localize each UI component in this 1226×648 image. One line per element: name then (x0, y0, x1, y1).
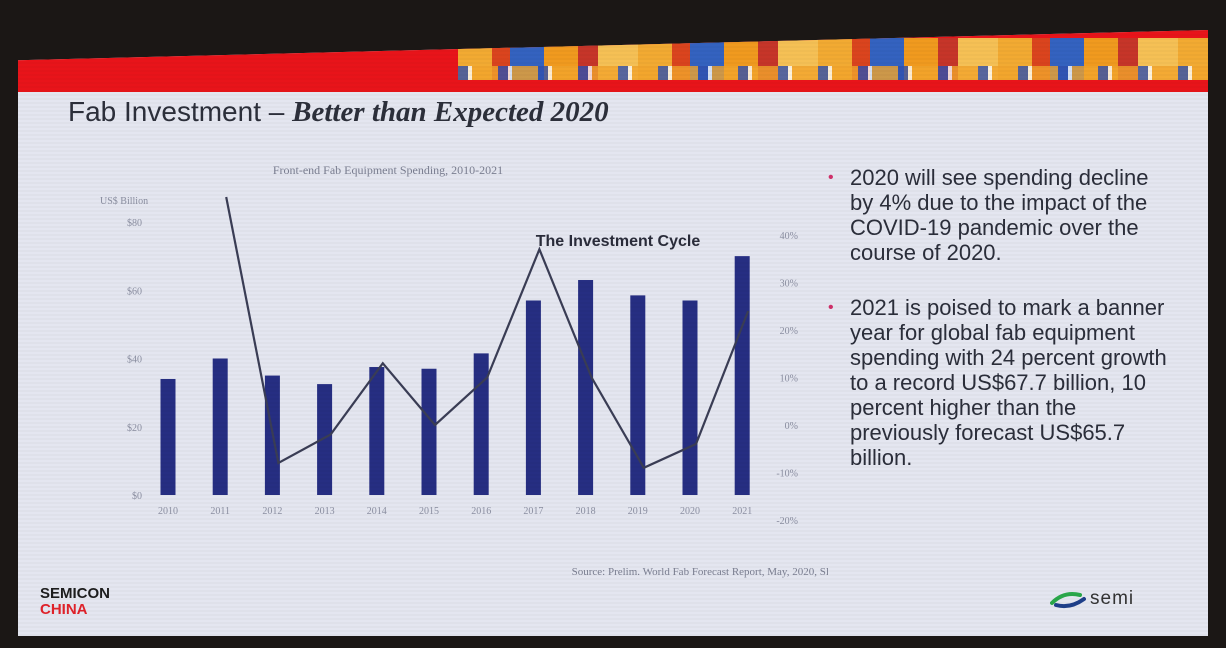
x-tick-label: 2018 (576, 506, 596, 517)
bar (421, 368, 437, 495)
x-tick-label: 2015 (419, 506, 439, 517)
semi-swoosh-icon (1050, 592, 1086, 609)
slide-title-main: Fab Investment – (68, 96, 293, 127)
bar (317, 384, 333, 495)
chart-annotation: The Investment Cycle (536, 233, 701, 250)
x-axis-ticks: 2010 2011 2012 2013 2014 2015 2016 2017 2018 2019… (158, 506, 752, 517)
bar-series (160, 256, 750, 495)
chip-banner-detail (458, 66, 1208, 80)
bar (578, 280, 594, 495)
bar (682, 300, 698, 495)
bullet-text: 2020 will see spending decline by 4% due… (850, 165, 1149, 265)
bar (630, 295, 646, 495)
bar (525, 300, 541, 495)
y2-tick-label: 0% (785, 421, 798, 432)
y-tick-label: $60 (127, 286, 142, 297)
header-bar (18, 30, 1208, 92)
x-tick-label: 2017 (523, 506, 543, 517)
x-tick-label: 2016 (471, 506, 491, 517)
bullet-item: • 2020 will see spending decline by 4% d… (824, 165, 1169, 265)
bar (473, 353, 489, 495)
bar (369, 367, 385, 495)
growth-line-series (225, 196, 750, 470)
semicon-china-logo: SEMICON CHINA (40, 586, 110, 618)
y2-tick-label: 30% (780, 279, 798, 290)
bullet-dot-icon: • (828, 299, 834, 316)
growth-line (225, 196, 750, 470)
chart-source: Source: Prelim. World Fab Forecast Repor… (572, 566, 828, 578)
fab-spending-chart: Front-end Fab Equipment Spending, 2010-2… (100, 163, 828, 578)
bar (734, 256, 750, 495)
slide-title: Fab Investment – Better than Expected 20… (68, 96, 609, 129)
y-axis-label: US$ Billion (100, 196, 148, 207)
semi-logo: semi (1050, 588, 1134, 610)
bullet-dot-icon: • (828, 169, 834, 186)
x-tick-label: 2021 (732, 506, 752, 517)
y2-axis-ticks: -20% -10% 0% 10% 20% 30% 40% (776, 231, 798, 527)
bullet-text: 2021 is poised to mark a banner year for… (850, 295, 1167, 470)
bar (212, 358, 228, 495)
y-tick-label: $40 (127, 355, 142, 366)
y-tick-label: $0 (132, 491, 142, 502)
bullet-item: • 2021 is poised to mark a banner year f… (824, 295, 1169, 470)
slide-title-emphasis: Better than Expected 2020 (292, 96, 609, 128)
x-tick-label: 2020 (680, 506, 700, 517)
y-axis-ticks: $0 $20 $40 $60 $80 (127, 218, 142, 502)
presentation-slide: Fab Investment – Better than Expected 20… (18, 30, 1208, 636)
y2-tick-label: 10% (780, 374, 798, 385)
chart-title: Front-end Fab Equipment Spending, 2010-2… (273, 163, 503, 177)
bullet-list: • 2020 will see spending decline by 4% d… (824, 165, 1169, 500)
x-tick-label: 2011 (210, 506, 230, 517)
y-tick-label: $20 (127, 423, 142, 434)
x-tick-label: 2014 (367, 506, 387, 517)
x-tick-label: 2010 (158, 506, 178, 517)
semi-logo-text: semi (1090, 588, 1135, 609)
y2-tick-label: -20% (776, 516, 798, 527)
x-tick-label: 2012 (262, 506, 282, 517)
china-logo-text: CHINA (40, 601, 88, 618)
y-tick-label: $80 (127, 218, 142, 229)
bar (160, 378, 176, 495)
y2-tick-label: 20% (780, 326, 798, 337)
y2-tick-label: -10% (776, 469, 798, 480)
x-tick-label: 2019 (628, 506, 648, 517)
semicon-logo-text: SEMICON (40, 585, 111, 602)
x-tick-label: 2013 (315, 506, 335, 517)
y2-tick-label: 40% (780, 231, 798, 242)
